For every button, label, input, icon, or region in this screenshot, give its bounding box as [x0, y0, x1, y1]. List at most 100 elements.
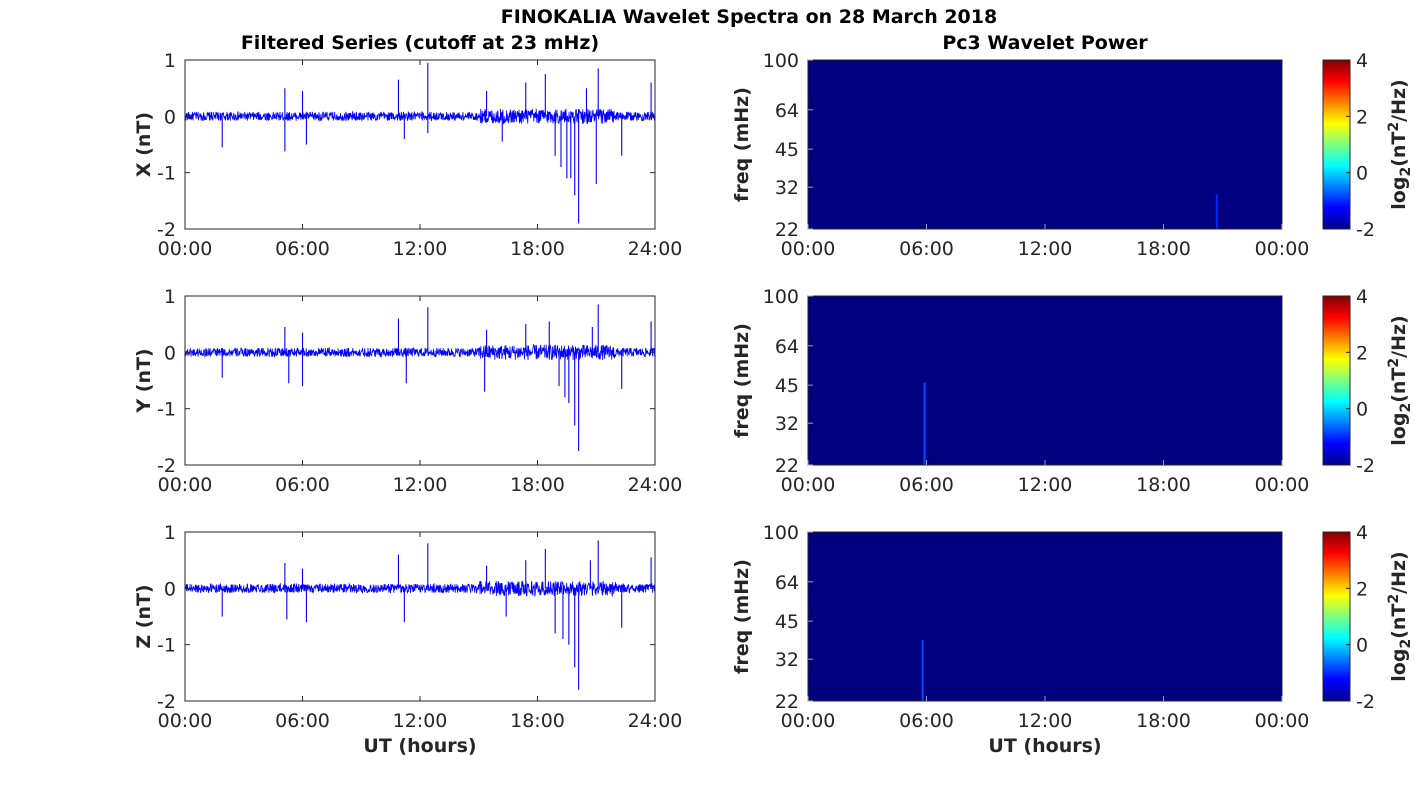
y-tick-label: -1 — [157, 635, 176, 657]
y-tick-label: 64 — [775, 572, 799, 594]
x-tick-label: 12:00 — [1018, 710, 1073, 732]
colorbar-tick-label: 4 — [1356, 286, 1368, 308]
colorbar-label: log2(nT2/Hz) — [1386, 79, 1414, 209]
colorbar-tick-label: 4 — [1356, 522, 1368, 544]
y-axis-label: X (nT) — [133, 112, 155, 177]
y-tick-label: -1 — [157, 163, 176, 185]
y-tick-label: 1 — [164, 522, 176, 544]
series-line-y — [184, 344, 656, 361]
wavelet-power-feature — [923, 382, 926, 465]
wavelet-power-feature — [1215, 194, 1218, 229]
x-tick-label: 00:00 — [158, 474, 213, 496]
x-tick-label: 00:00 — [781, 474, 836, 496]
spectrum-panel-y: 00:00 06:00 12:00 18:00 00:00 100 64 45 32 22 freq… — [731, 286, 1414, 496]
colorbar-tick-label: 2 — [1356, 578, 1368, 600]
y-tick-label: 100 — [763, 286, 799, 308]
x-tick-label: 00:00 — [781, 238, 836, 260]
spectrum-panel-z: 00:00 06:00 12:00 18:00 00:00 100 64 45 32 22 freq… — [731, 522, 1414, 732]
x-tick-label: 18:00 — [1136, 474, 1191, 496]
right-column-title: Pc3 Wavelet Power — [942, 32, 1148, 54]
y-tick-label: 45 — [775, 375, 799, 397]
y-axis-label: Z (nT) — [133, 584, 155, 648]
y-tick-label: 100 — [763, 522, 799, 544]
y-axis-label: Y (nT) — [133, 348, 155, 413]
x-tick-label: 06:00 — [899, 238, 954, 260]
x-tick-label: 12:00 — [393, 238, 448, 260]
y-tick-label: 45 — [775, 611, 799, 633]
colorbar-tick-label: 0 — [1356, 635, 1368, 657]
y-tick-label: 0 — [164, 106, 176, 128]
x-tick-label: 00:00 — [158, 238, 213, 260]
spectrum-background — [808, 532, 1282, 701]
y-tick-label: 64 — [775, 100, 799, 122]
series-panel-y: 00:00 06:00 12:00 18:00 24:00 1 0 -1 -2 Y (nT) — [133, 286, 682, 496]
colorbar-tick-label: 2 — [1356, 342, 1368, 364]
wavelet-power-feature — [921, 639, 924, 701]
series-panel-x: 00:00 06:00 12:00 18:00 24:00 1 0 -1 -2 X (nT) — [133, 50, 682, 260]
x-tick-label: 06:00 — [275, 238, 330, 260]
x-tick-label: 12:00 — [393, 710, 448, 732]
left-xlabel: UT (hours) — [363, 735, 476, 757]
plot-area — [184, 59, 656, 230]
y-tick-label: 100 — [763, 50, 799, 72]
colorbar-tick-label: -2 — [1356, 455, 1375, 477]
y-tick-label: 22 — [775, 455, 799, 477]
series-panel-z: 00:00 06:00 12:00 18:00 24:00 1 0 -1 -2 Z (nT) — [133, 522, 682, 732]
colorbar-label: log2(nT2/Hz) — [1386, 315, 1414, 445]
colorbar — [1322, 295, 1351, 466]
x-tick-label: 12:00 — [1018, 238, 1073, 260]
colorbar-label: log2(nT2/Hz) — [1386, 551, 1414, 681]
colorbar — [1322, 531, 1351, 702]
y-axis-label: freq (mHz) — [731, 323, 753, 438]
x-tick-label: 24:00 — [628, 474, 683, 496]
x-tick-label: 00:00 — [1255, 238, 1310, 260]
figure-title: FINOKALIA Wavelet Spectra on 28 March 20… — [501, 6, 997, 28]
y-tick-label: 45 — [775, 139, 799, 161]
y-tick-label: 22 — [775, 219, 799, 241]
y-tick-label: -1 — [157, 399, 176, 421]
colorbar-tick-label: -2 — [1356, 219, 1375, 241]
x-tick-label: 18:00 — [510, 238, 565, 260]
spectrum-panel-x: 00:00 06:00 12:00 18:00 00:00 100 64 45 32 22 freq… — [731, 50, 1414, 260]
y-tick-label: 1 — [164, 286, 176, 308]
plot-area — [184, 531, 656, 702]
x-tick-label: 12:00 — [393, 474, 448, 496]
y-tick-label: 32 — [775, 649, 799, 671]
left-column-title: Filtered Series (cutoff at 23 mHz) — [241, 32, 599, 54]
x-tick-label: 00:00 — [1255, 474, 1310, 496]
spectrum-background — [808, 60, 1282, 229]
y-tick-label: -2 — [157, 455, 176, 477]
y-tick-label: 32 — [775, 177, 799, 199]
colorbar-tick-label: 0 — [1356, 399, 1368, 421]
x-tick-label: 00:00 — [1255, 710, 1310, 732]
x-tick-label: 18:00 — [1136, 710, 1191, 732]
colorbar-tick-label: 0 — [1356, 163, 1368, 185]
y-tick-label: -2 — [157, 219, 176, 241]
x-tick-label: 06:00 — [899, 474, 954, 496]
y-tick-label: 22 — [775, 691, 799, 713]
x-tick-label: 24:00 — [628, 710, 683, 732]
y-tick-label: -2 — [157, 691, 176, 713]
y-tick-label: 0 — [164, 578, 176, 600]
y-axis-label: freq (mHz) — [731, 559, 753, 674]
series-line-x — [184, 108, 656, 125]
x-tick-label: 18:00 — [510, 474, 565, 496]
y-tick-label: 0 — [164, 342, 176, 364]
colorbar-tick-label: 2 — [1356, 106, 1368, 128]
x-tick-label: 24:00 — [628, 238, 683, 260]
x-tick-label: 00:00 — [158, 710, 213, 732]
colorbar-tick-label: -2 — [1356, 691, 1375, 713]
x-tick-label: 12:00 — [1018, 474, 1073, 496]
y-tick-label: 32 — [775, 413, 799, 435]
colorbar — [1322, 59, 1351, 230]
y-tick-label: 1 — [164, 50, 176, 72]
x-tick-label: 18:00 — [1136, 238, 1191, 260]
colorbar-tick-label: 4 — [1356, 50, 1368, 72]
x-tick-label: 06:00 — [275, 710, 330, 732]
x-tick-label: 18:00 — [510, 710, 565, 732]
plot-area — [184, 295, 656, 466]
y-tick-label: 64 — [775, 336, 799, 358]
y-axis-label: freq (mHz) — [731, 87, 753, 202]
